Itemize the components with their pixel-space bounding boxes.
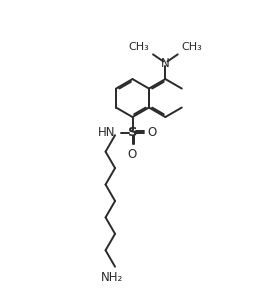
Text: O: O bbox=[148, 126, 157, 139]
Text: O: O bbox=[128, 148, 137, 161]
Text: CH₃: CH₃ bbox=[181, 42, 202, 52]
Text: N: N bbox=[161, 57, 170, 70]
Text: NH₂: NH₂ bbox=[101, 271, 123, 284]
Text: HN: HN bbox=[98, 125, 116, 139]
Text: CH₃: CH₃ bbox=[129, 42, 150, 52]
Text: S: S bbox=[128, 126, 137, 139]
